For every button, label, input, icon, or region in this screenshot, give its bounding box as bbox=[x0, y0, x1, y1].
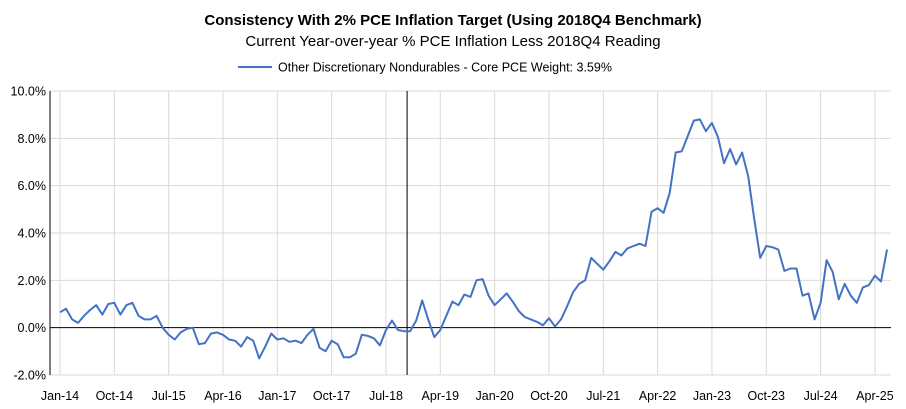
y-tick-label: 0.0% bbox=[18, 321, 47, 335]
series-layer bbox=[59, 118, 888, 360]
y-tick-label: 2.0% bbox=[18, 274, 47, 288]
x-tick-label: Jan-23 bbox=[693, 389, 731, 403]
gridlines bbox=[50, 90, 891, 376]
y-tick-label: 4.0% bbox=[18, 227, 47, 241]
x-tick-label: Apr-25 bbox=[856, 389, 894, 403]
legend-label: Other Discretionary Nondurables - Core P… bbox=[278, 61, 612, 75]
x-tick-label: Apr-22 bbox=[639, 389, 677, 403]
x-tick-label: Oct-17 bbox=[313, 389, 351, 403]
y-tick-label: -2.0% bbox=[13, 369, 46, 383]
y-axis-ticks: -2.0% 0.0% 2.0% 4.0% 6.0% 8.0% 10.0% bbox=[11, 85, 46, 383]
x-tick-label: Apr-16 bbox=[204, 389, 242, 403]
y-tick-label: 6.0% bbox=[18, 179, 47, 193]
chart-subtitle: Current Year-over-year % PCE Inflation L… bbox=[245, 33, 660, 50]
x-tick-label: Oct-20 bbox=[530, 389, 568, 403]
x-axis-ticks: Jan-14 Oct-14 Jul-15 Apr-16 Jan-17 Oct-17 Jul-… bbox=[41, 389, 894, 403]
x-tick-label: Jan-20 bbox=[476, 389, 514, 403]
x-tick-label: Jan-14 bbox=[41, 389, 79, 403]
x-tick-label: Jul-15 bbox=[152, 389, 186, 403]
x-tick-label: Jul-24 bbox=[804, 389, 838, 403]
x-tick-label: Jul-18 bbox=[369, 389, 403, 403]
y-tick-label: 8.0% bbox=[18, 132, 47, 146]
x-tick-label: Jul-21 bbox=[586, 389, 620, 403]
chart-title: Consistency With 2% PCE Inflation Target… bbox=[204, 12, 701, 29]
y-tick-label: 10.0% bbox=[11, 85, 46, 99]
x-tick-label: Oct-14 bbox=[96, 389, 134, 403]
x-tick-label: Jan-17 bbox=[258, 389, 296, 403]
x-tick-label: Oct-23 bbox=[748, 389, 786, 403]
series-line bbox=[59, 118, 888, 360]
legend: Other Discretionary Nondurables - Core P… bbox=[238, 61, 612, 75]
x-tick-label: Apr-19 bbox=[422, 389, 460, 403]
